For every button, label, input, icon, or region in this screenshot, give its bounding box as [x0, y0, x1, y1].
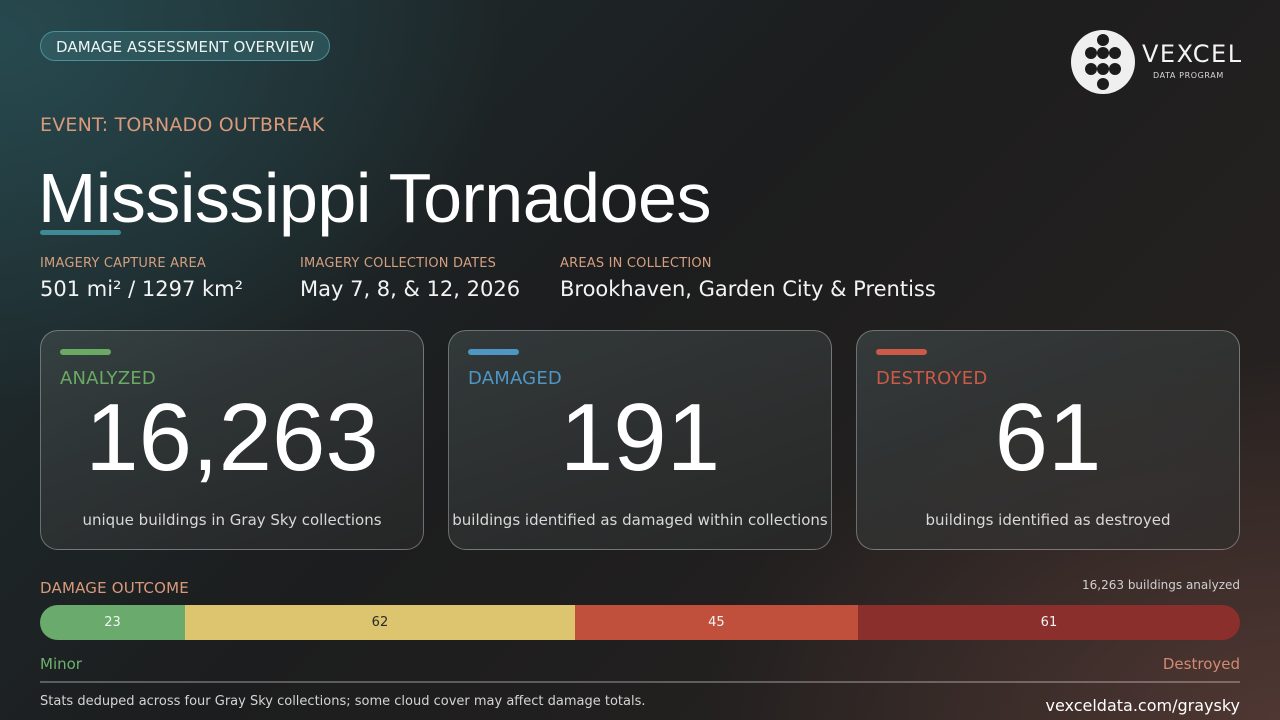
analyzed-accent: [60, 349, 111, 355]
footnote: Stats deduped across four Gray Sky colle…: [40, 694, 646, 709]
analyzed-description: unique buildings in Gray Sky collections: [82, 511, 382, 529]
logo-wordmark: VEXCEL: [1142, 40, 1243, 68]
section-badge: DAMAGE ASSESSMENT OVERVIEW: [40, 31, 331, 61]
buildings-analyzed-total: 16,263 buildings analyzed: [1082, 578, 1240, 592]
scale-minor-label: Minor: [40, 655, 82, 673]
damaged-card: DAMAGED 191 buildings identified as dama…: [448, 330, 832, 550]
outcome-segment-minor: 23: [40, 605, 185, 640]
dot-grid-logo-icon: [1071, 30, 1135, 94]
damaged-description: buildings identified as damaged within c…: [452, 511, 828, 529]
destroyed-description: buildings identified as destroyed: [925, 511, 1171, 529]
collection-dates-label: IMAGERY COLLECTION DATES: [300, 256, 497, 271]
event-label: EVENT: TORNADO OUTBREAK: [40, 114, 325, 136]
collection-dates-value: May 7, 8, & 12, 2026: [300, 277, 521, 301]
destroyed-accent: [876, 349, 927, 355]
capture-area-label: IMAGERY CAPTURE AREA: [40, 256, 206, 271]
damaged-accent: [468, 349, 519, 355]
title-underline: [40, 230, 121, 235]
analyzed-card: ANALYZED 16,263 unique buildings in Gray…: [40, 330, 424, 550]
outcome-segment-major: 45: [574, 605, 858, 640]
areas-label: AREAS IN COLLECTION: [560, 256, 712, 271]
destroyed-label: DESTROYED: [876, 368, 988, 389]
damaged-label: DAMAGED: [468, 368, 562, 389]
destroyed-card: DESTROYED 61 buildings identified as des…: [856, 330, 1240, 550]
damage-outcome-bar: 23 62 45 61: [40, 605, 1240, 640]
outcome-segment-moderate: 62: [184, 605, 575, 640]
damage-outcome-label: DAMAGE OUTCOME: [40, 579, 189, 597]
capture-area-value: 501 mi² / 1297 km²: [40, 277, 244, 301]
outcome-segment-destroyed: 61: [857, 605, 1240, 640]
page-title: Mississippi Tornadoes: [38, 159, 711, 237]
areas-value: Brookhaven, Garden City & Prentiss: [560, 277, 936, 301]
destroyed-value: 61: [994, 384, 1102, 491]
damaged-value: 191: [559, 384, 721, 491]
analyzed-label: ANALYZED: [60, 368, 156, 389]
scale-destroyed-label: Destroyed: [1162, 655, 1240, 673]
footer-url-link[interactable]: vexceldata.com/graysky: [1045, 696, 1241, 715]
footer-divider: [40, 681, 1240, 683]
logo-subtitle: DATA PROGRAM: [1153, 71, 1224, 80]
analyzed-value: 16,263: [85, 384, 379, 491]
